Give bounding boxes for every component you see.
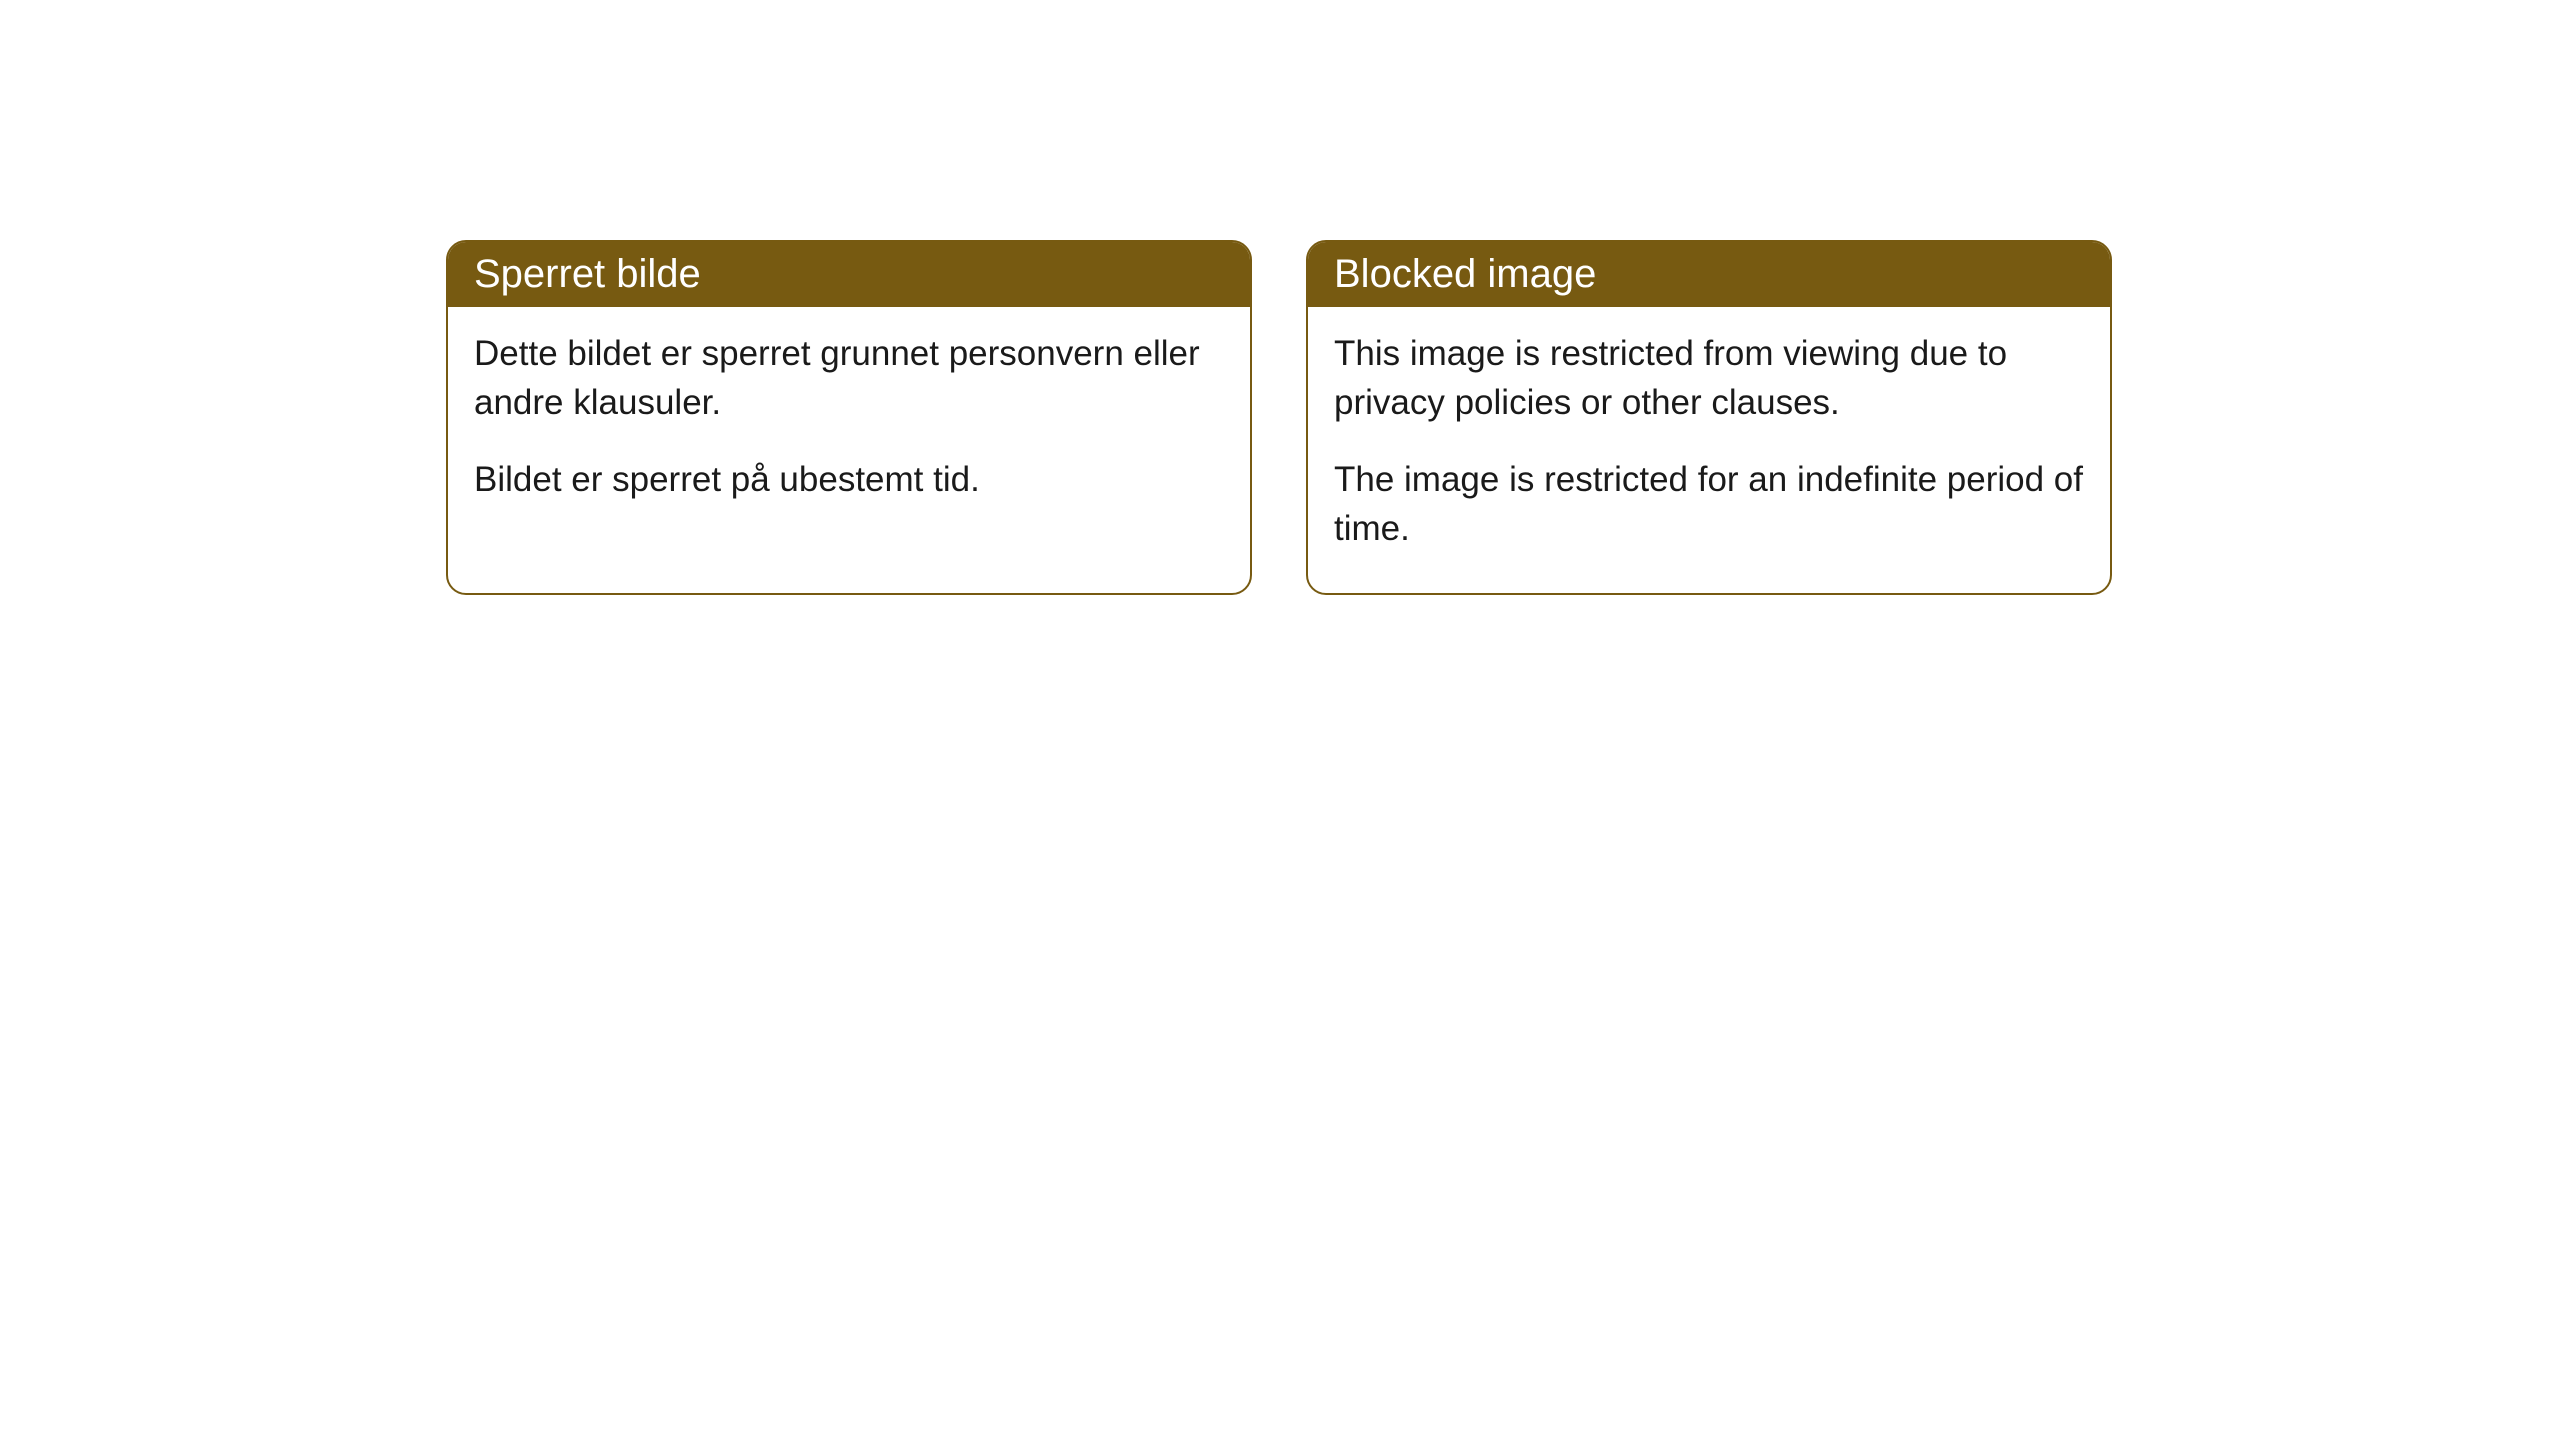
card-paragraph: This image is restricted from viewing du… [1334, 329, 2084, 427]
card-body: This image is restricted from viewing du… [1308, 307, 2110, 593]
card-paragraph: Dette bildet er sperret grunnet personve… [474, 329, 1224, 427]
card-paragraph: Bildet er sperret på ubestemt tid. [474, 455, 1224, 504]
card-body: Dette bildet er sperret grunnet personve… [448, 307, 1250, 544]
card-paragraph: The image is restricted for an indefinit… [1334, 455, 2084, 553]
blocked-image-card-norwegian: Sperret bilde Dette bildet er sperret gr… [446, 240, 1252, 595]
card-header: Sperret bilde [448, 242, 1250, 307]
blocked-image-card-english: Blocked image This image is restricted f… [1306, 240, 2112, 595]
card-container: Sperret bilde Dette bildet er sperret gr… [446, 240, 2112, 595]
card-header: Blocked image [1308, 242, 2110, 307]
